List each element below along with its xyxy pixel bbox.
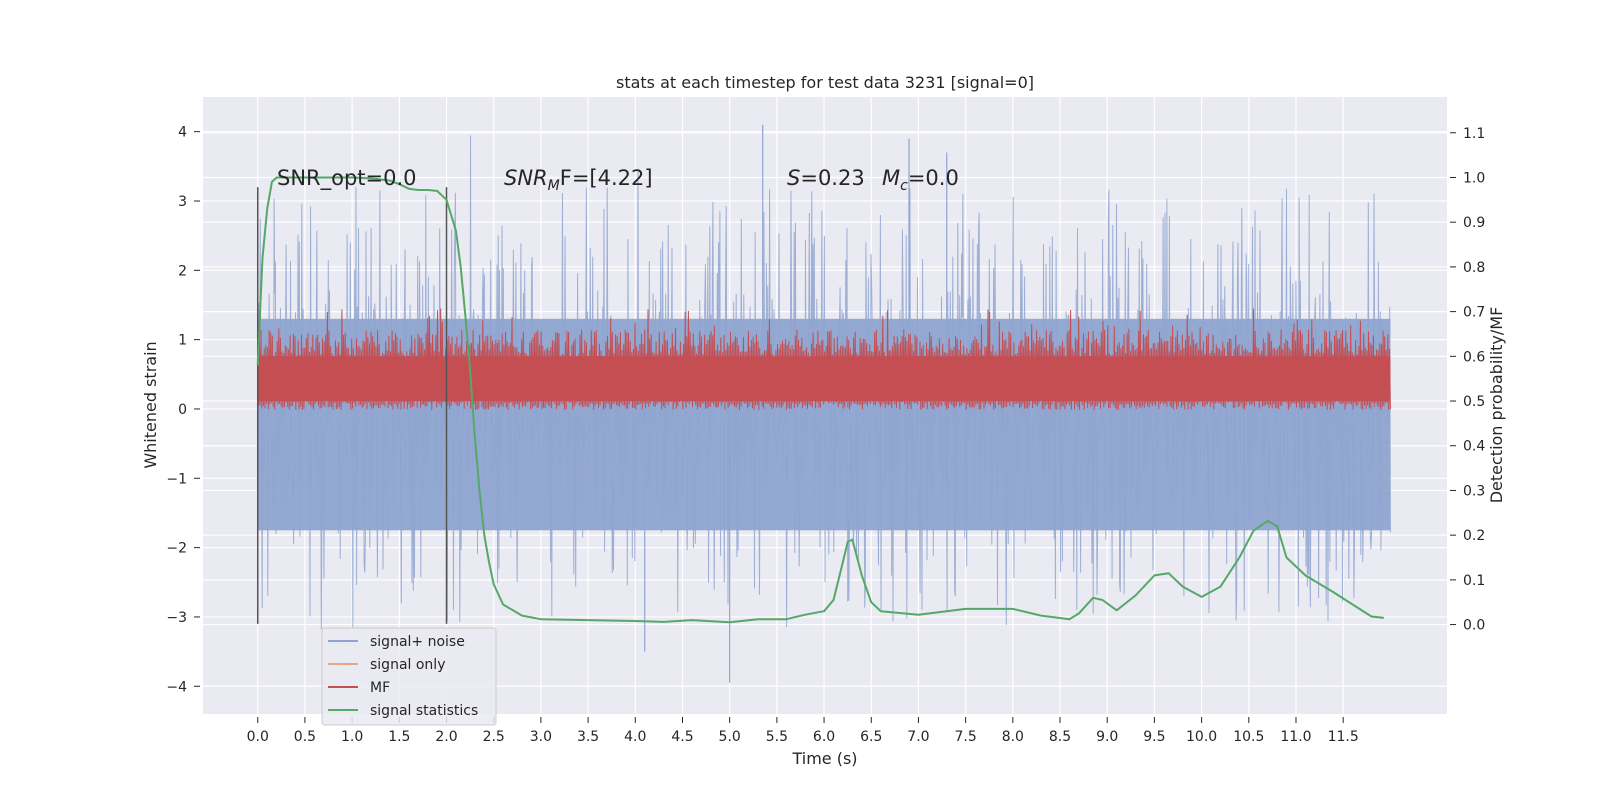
x-tick-label-21: 10.5 [1233, 729, 1264, 745]
y-right-tick-label-2: 0.9 [1463, 215, 1485, 231]
x-tick-label-14: 7.0 [907, 729, 929, 745]
y-right-tick-label-4: 0.7 [1463, 305, 1485, 321]
legend-label-mf: MF [370, 680, 390, 696]
x-tick-label-10: 5.0 [719, 729, 741, 745]
annotation-mc: Mc=0.0 [882, 166, 959, 194]
x-tick-label-1: 0.5 [294, 729, 316, 745]
y-right-tick-label-10: 0.1 [1463, 573, 1485, 589]
x-tick-label-3: 1.5 [388, 729, 410, 745]
annotation-s-label: S [787, 166, 800, 190]
x-tick-label-12: 6.0 [813, 729, 835, 745]
y-left-tick-label-2: 2 [178, 263, 187, 279]
y-axis-label-left: Whitened strain [141, 341, 160, 468]
legend-label-signal-only: signal only [370, 657, 445, 673]
y-axis-label-right: Detection probability/MF [1487, 307, 1506, 504]
annotation-snr-mf: SNRMF=[4.22] [504, 166, 653, 194]
x-axis-label: Time (s) [791, 749, 857, 768]
y-right-tick-label-6: 0.5 [1463, 394, 1485, 410]
y-right-tick-label-5: 0.6 [1463, 349, 1485, 365]
y-right-tick-label-11: 0.0 [1463, 618, 1485, 634]
y-left-tick-label-8: −4 [166, 679, 187, 695]
axis-ticks: 0.0 0.5 1.0 1.5 2.0 2.5 3.0 3.5 4.0 4.5 5.0 5.5 6.0 6… [166, 125, 1485, 745]
y-left-tick-label-4: 0 [178, 402, 187, 418]
y-left-tick-label-5: −1 [166, 471, 187, 487]
x-tick-label-18: 9.0 [1096, 729, 1118, 745]
x-tick-label-9: 4.5 [671, 729, 693, 745]
annotation-mc-value: =0.0 [908, 166, 959, 190]
x-tick-label-15: 7.5 [955, 729, 977, 745]
chart-title: stats at each timestep for test data 323… [616, 73, 1034, 92]
y-left-tick-label-1: 3 [178, 194, 187, 210]
x-tick-label-4: 2.0 [435, 729, 457, 745]
x-tick-label-8: 4.0 [624, 729, 646, 745]
annotation-snr-mf-label: SNR [504, 166, 548, 190]
y-left-tick-label-0: 4 [178, 125, 187, 141]
legend-label-signal-noise: signal+ noise [370, 634, 465, 650]
legend-label-signal-statistics: signal statistics [370, 703, 478, 719]
legend: signal+ noise signal only MF signal stat… [321, 627, 497, 726]
signal-statistics-line [256, 176, 1384, 624]
y-left-tick-label-3: 1 [178, 333, 187, 349]
y-right-tick-label-7: 0.4 [1463, 439, 1485, 455]
vertical-markers [256, 187, 448, 624]
x-tick-label-5: 2.5 [483, 729, 505, 745]
x-tick-label-11: 5.5 [766, 729, 788, 745]
series-signal-statistics [256, 176, 1384, 624]
x-tick-label-2: 1.0 [341, 729, 363, 745]
y-left-tick-label-7: −3 [166, 610, 187, 626]
annotation-snr-mf-sub: M [548, 178, 560, 194]
y-right-tick-label-9: 0.2 [1463, 528, 1485, 544]
x-tick-label-17: 8.5 [1049, 729, 1071, 745]
y-right-tick-label-1: 1.0 [1463, 170, 1485, 186]
y-right-tick-label-3: 0.8 [1463, 260, 1485, 276]
x-tick-label-7: 3.5 [577, 729, 599, 745]
annotation-mc-label: M [882, 166, 900, 190]
x-tick-label-16: 8.0 [1002, 729, 1024, 745]
x-tick-label-6: 3.0 [530, 729, 552, 745]
annotation-s: S=0.23 [787, 166, 865, 190]
x-tick-label-23: 11.5 [1328, 729, 1359, 745]
y-right-tick-label-8: 0.3 [1463, 483, 1485, 499]
annotation-mc-sub: c [900, 178, 908, 194]
x-tick-label-22: 11.0 [1280, 729, 1311, 745]
y-left-tick-label-6: −2 [166, 541, 187, 557]
annotation-s-value: =0.23 [800, 166, 864, 190]
legend-box [321, 627, 497, 726]
x-tick-label-20: 10.0 [1186, 729, 1217, 745]
annotation-snr-opt: SNR_opt=0.0 [277, 166, 417, 191]
annotation-snr-mf-value: F=[4.22] [560, 166, 653, 190]
x-tick-label-13: 6.5 [860, 729, 882, 745]
x-tick-label-19: 9.5 [1143, 729, 1165, 745]
x-tick-label-0: 0.0 [247, 729, 269, 745]
y-right-tick-label-0: 1.1 [1463, 126, 1485, 142]
